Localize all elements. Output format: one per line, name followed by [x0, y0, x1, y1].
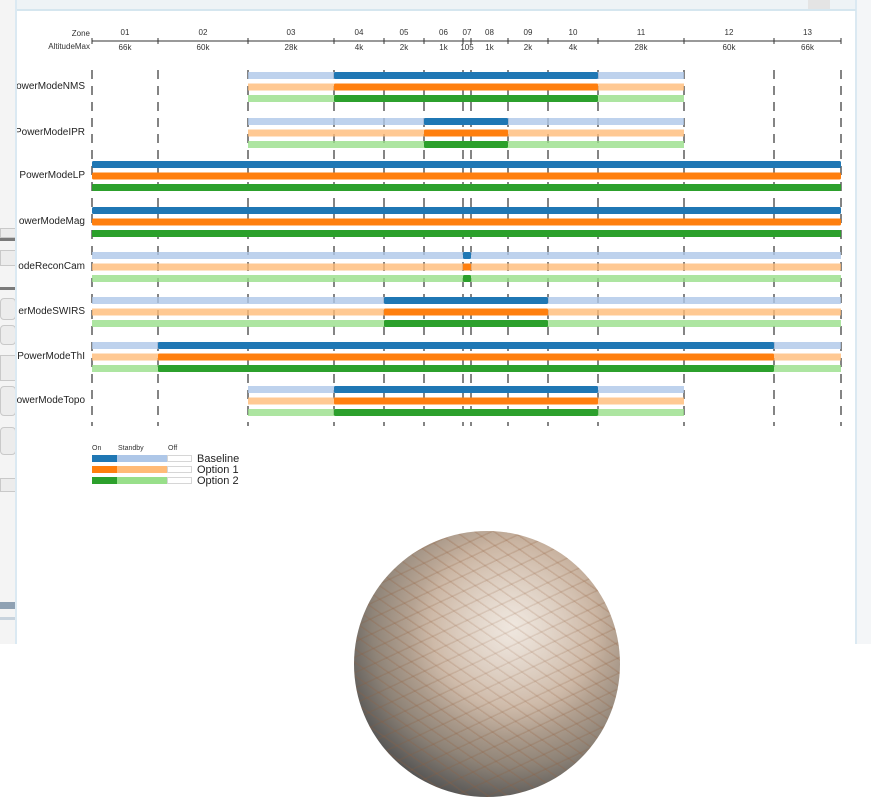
zone-number: 05 [400, 28, 409, 37]
background-fragment [0, 250, 16, 266]
row-label: owerModeNMS [17, 81, 85, 92]
altitude-value: 2k [524, 43, 533, 52]
zone-number: 07 [463, 28, 472, 37]
legend-option-name: Baseline [197, 453, 239, 465]
zone-number: 02 [199, 28, 208, 37]
altitude-value: 4k [355, 43, 364, 52]
on-bar [424, 141, 508, 148]
legend-standby-swatch [117, 466, 167, 473]
altitude-value: 60k [197, 43, 211, 52]
background-top-strip [0, 0, 871, 10]
altitude-value: 1k [439, 43, 448, 52]
on-bar [334, 386, 598, 393]
on-bar [424, 129, 508, 137]
power-mode-timeline: Zone AltitudeMax 01 66k 02 60k 03 28k 04 4k 05 2k 06… [15, 28, 842, 487]
background-button-fragment[interactable] [0, 386, 16, 416]
window-left-edge [15, 0, 17, 644]
background-right-panel [856, 0, 871, 644]
background-fragment [0, 228, 16, 238]
on-bar [92, 161, 841, 168]
zone-number: 04 [355, 28, 364, 37]
window-right-edge [855, 0, 857, 644]
legend-state-label: Off [168, 445, 177, 452]
zone-number: 09 [524, 28, 533, 37]
on-bar [384, 320, 548, 327]
zone-number: 10 [569, 28, 578, 37]
altitude-value: 105 [460, 43, 474, 52]
on-bar [158, 365, 774, 372]
background-divider [0, 287, 16, 290]
zone-number: 03 [287, 28, 296, 37]
on-bar [384, 308, 548, 316]
legend-off-swatch [167, 477, 192, 484]
on-bar [334, 95, 598, 102]
background-fragment [0, 478, 16, 492]
zone-header-label: Zone [72, 29, 91, 38]
altitude-value: 1k [485, 43, 494, 52]
altitude-value: 2k [400, 43, 409, 52]
power-mode-chart-panel: Zone AltitudeMax 01 66k 02 60k 03 28k 04 4k 05 2k 06… [15, 11, 855, 644]
row-label: owerModeMag [19, 216, 85, 227]
altitude-value: 28k [635, 43, 649, 52]
legend-on-swatch [92, 477, 117, 484]
on-bar [424, 118, 508, 125]
altitude-value: 4k [569, 43, 578, 52]
zone-number: 01 [121, 28, 130, 37]
altitude-value: 66k [119, 43, 133, 52]
background-button-fragment[interactable] [0, 325, 16, 345]
background-button-fragment[interactable] [0, 427, 16, 455]
europa-planet-image [354, 531, 620, 797]
on-bar [158, 342, 774, 349]
legend-off-swatch [167, 455, 192, 462]
zone-number: 12 [725, 28, 734, 37]
row-label: PowerModeIPR [17, 127, 85, 138]
background-bar [0, 617, 16, 620]
on-bar [463, 275, 471, 282]
legend-option-name: Option 2 [197, 475, 239, 487]
altitude-value: 60k [723, 43, 737, 52]
on-bar [334, 72, 598, 79]
legend-state-label: Standby [118, 445, 144, 452]
on-bar [92, 207, 841, 214]
on-bar [92, 184, 841, 191]
background-left-panel [0, 0, 16, 644]
on-bar [92, 230, 841, 237]
legend-off-swatch [167, 466, 192, 473]
on-bar [92, 218, 841, 226]
legend-standby-swatch [117, 455, 167, 462]
altitude-value: 66k [801, 43, 815, 52]
zone-number: 11 [637, 28, 646, 37]
altitude-header-label: AltitudeMax [48, 42, 90, 51]
zone-number: 08 [485, 28, 494, 37]
on-bar [158, 353, 774, 361]
row-label: erModeSWIRS [18, 306, 85, 317]
row-label: PowerModeThI [17, 351, 85, 362]
on-bar [334, 83, 598, 91]
legend-on-swatch [92, 455, 117, 462]
row-label: PowerModeLP [19, 170, 85, 181]
on-bar [334, 409, 598, 416]
legend-option-name: Option 1 [197, 464, 239, 476]
window-top-edge [15, 9, 856, 11]
on-bar [92, 172, 841, 180]
background-blue-bar [0, 602, 16, 609]
background-button-fragment[interactable] [0, 298, 16, 320]
altitude-value: 28k [285, 43, 299, 52]
zone-number: 13 [803, 28, 812, 37]
on-bar [384, 297, 548, 304]
on-bar [334, 397, 598, 405]
on-bar [463, 263, 471, 271]
legend-standby-swatch [117, 477, 167, 484]
zone-number: 06 [439, 28, 448, 37]
background-divider [0, 238, 16, 241]
background-fragment [0, 355, 16, 381]
on-bar [463, 252, 471, 259]
row-label: owerModeTopo [17, 395, 85, 406]
legend-on-swatch [92, 466, 117, 473]
legend-state-label: On [92, 445, 101, 452]
row-label: odeReconCam [18, 261, 85, 272]
